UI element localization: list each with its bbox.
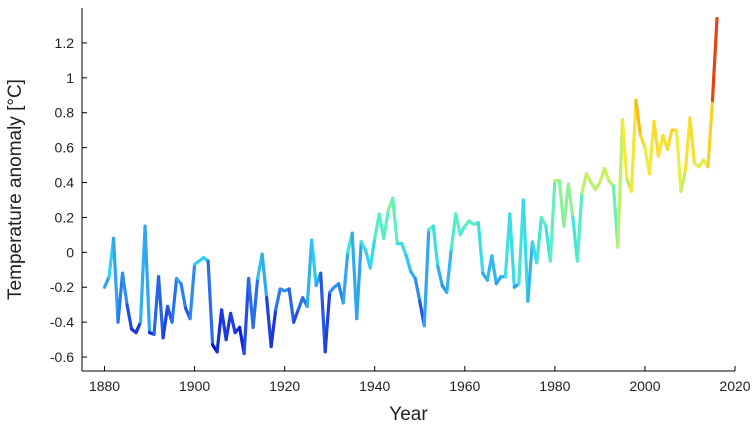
series-segment: [224, 311, 233, 342]
y-tick-label: 0.6: [55, 140, 75, 156]
series-segment: [665, 128, 674, 151]
series-segment: [206, 259, 215, 347]
y-tick-label: -0.2: [50, 279, 74, 295]
series-segment: [269, 308, 278, 349]
y-tick-label: 1: [66, 70, 74, 86]
y-tick-label: 0.2: [55, 209, 75, 225]
series-segment: [521, 198, 530, 303]
series-segment: [391, 196, 399, 246]
series-segment: [458, 224, 467, 237]
series-segment: [710, 16, 719, 103]
series-segment: [125, 303, 134, 331]
y-tick-label: 0: [66, 244, 74, 260]
y-axis-title: Temperature anomaly [°C]: [5, 79, 26, 300]
x-tick-label: 1980: [539, 378, 570, 394]
series-segment: [242, 276, 251, 356]
series-segment: [260, 252, 269, 300]
series-segment: [476, 221, 485, 275]
series-segment: [656, 133, 665, 158]
series-segment: [265, 296, 273, 349]
series-segment: [580, 172, 588, 195]
series-segment: [490, 254, 498, 286]
series-segment: [170, 276, 179, 324]
series-segment: [674, 128, 683, 193]
x-tick-label: 2000: [629, 378, 660, 394]
y-tick-label: 0.4: [55, 175, 75, 191]
series-segment: [161, 304, 170, 340]
series-segment: [647, 119, 656, 176]
series-segment: [143, 224, 152, 335]
series-segment: [116, 271, 125, 324]
series-segment: [188, 262, 197, 321]
series-segment: [629, 98, 638, 193]
series-segment: [431, 224, 440, 268]
series-segment: [526, 240, 534, 303]
series-segment: [602, 166, 611, 183]
x-tick-label: 1900: [179, 378, 210, 394]
series-segment: [449, 212, 458, 251]
series-segment: [634, 98, 643, 137]
series-segment: [548, 179, 557, 263]
series-segment: [620, 118, 629, 181]
x-tick-label: 1880: [89, 378, 120, 394]
series-segment: [134, 320, 143, 335]
series-segment: [355, 240, 363, 321]
temperature-series: [102, 16, 719, 356]
x-tick-label: 1960: [449, 378, 480, 394]
series-segment: [111, 236, 120, 324]
series-segment: [422, 228, 431, 328]
x-axis-title: Year: [389, 404, 428, 425]
series-segment: [584, 172, 593, 185]
series-segment: [566, 182, 575, 220]
series-segment: [341, 250, 350, 305]
series-segment: [562, 182, 570, 228]
axes: [81, 8, 735, 372]
series-segment: [274, 287, 282, 312]
series-segment: [706, 98, 715, 169]
series-segment: [319, 271, 327, 354]
series-segment: [359, 240, 368, 253]
series-segment: [652, 119, 661, 158]
series-segment: [323, 290, 332, 354]
series-segment: [688, 116, 697, 165]
series-segment: [679, 168, 688, 193]
series-segment: [400, 242, 408, 258]
series-segment: [445, 247, 453, 295]
series-segment: [683, 116, 692, 172]
y-tick-label: -0.4: [50, 314, 74, 330]
series-segment: [292, 308, 300, 324]
y-tick-label: 1.2: [55, 35, 75, 51]
series-segment: [638, 133, 647, 150]
series-segment: [179, 282, 188, 310]
series-segment: [454, 212, 462, 237]
series-segment: [616, 118, 625, 249]
series-segment: [305, 238, 314, 309]
y-tick-label: 0.8: [55, 105, 75, 121]
x-tick-label: 2020: [719, 378, 750, 394]
series-segment: [287, 287, 296, 324]
series-segment: [102, 275, 111, 289]
series-segment: [120, 271, 129, 307]
series-segment: [368, 236, 377, 270]
series-segment: [251, 276, 260, 329]
series-segment: [296, 296, 305, 312]
series-segment: [229, 311, 237, 335]
axis-ticks: 1880 1900 1920 1940 1960 1980 2000 2020 -0.6 -0.4…: [50, 35, 751, 394]
series-segment: [508, 212, 516, 289]
series-segment: [156, 275, 165, 340]
y-tick-label: -0.6: [50, 349, 74, 365]
series-segment: [310, 238, 318, 288]
series-segment: [535, 215, 543, 265]
series-segment: [436, 264, 444, 288]
x-tick-label: 1940: [359, 378, 390, 394]
series-segment: [575, 191, 584, 263]
series-segment: [382, 208, 390, 240]
x-tick-label: 1920: [269, 378, 300, 394]
series-segment: [215, 308, 224, 354]
series-segment: [413, 276, 422, 303]
series-segment: [404, 254, 413, 274]
series-segment: [539, 215, 548, 228]
